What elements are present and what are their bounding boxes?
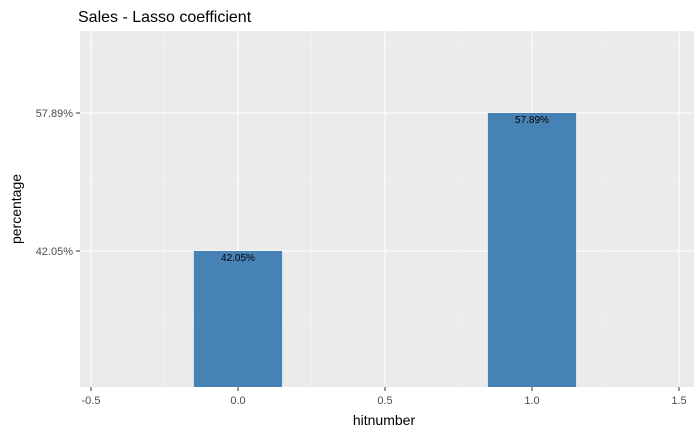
x-tick-label: 1.5: [671, 395, 686, 407]
x-tick-label: 0.5: [377, 395, 392, 407]
data-labels: 42.05% 57.89%: [221, 115, 549, 264]
y-tick-label: 57.89%: [36, 108, 74, 120]
bar-data-label: 42.05%: [221, 253, 255, 264]
bar: [487, 113, 577, 387]
x-tick-label: -0.5: [82, 395, 101, 407]
chart-title: Sales - Lasso coefficient: [78, 9, 252, 26]
grid-lines: [80, 31, 694, 387]
y-axis-title: percentage: [8, 174, 24, 244]
x-axis-title: hitnumber: [353, 412, 416, 428]
plot-panel: [80, 31, 694, 387]
y-tick-label: 42.05%: [36, 246, 74, 258]
y-axis-ticks: 42.05% 57.89%: [36, 108, 80, 258]
x-axis-ticks: -0.5 0.0 0.5 1.0 1.5: [82, 387, 687, 407]
x-tick-label: 1.0: [524, 395, 539, 407]
bar: [193, 251, 283, 387]
bar-data-label: 57.89%: [515, 115, 549, 126]
bars: [193, 113, 577, 387]
x-tick-label: 0.0: [230, 395, 245, 407]
